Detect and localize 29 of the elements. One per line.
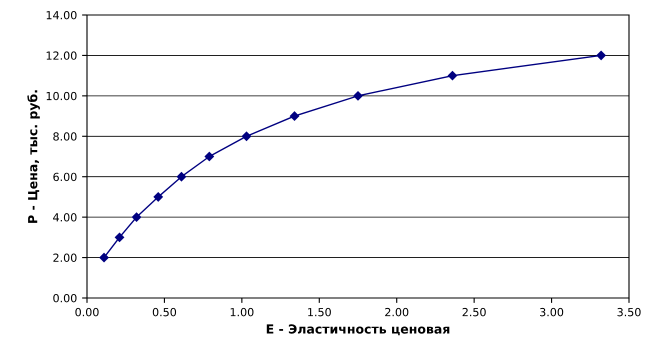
- y-tick-label: 14.00: [46, 10, 77, 20]
- x-tick-label: 0.50: [152, 308, 176, 316]
- point: [114, 232, 124, 242]
- point: [99, 252, 109, 262]
- point: [353, 91, 363, 100]
- point: [154, 192, 163, 202]
- point: [290, 111, 300, 121]
- x-tick-label: 0.00: [75, 308, 99, 316]
- y-tick-label: 2.00: [53, 254, 77, 262]
- y-tick-label: 6.00: [53, 172, 77, 182]
- x-tick-label: 2.50: [462, 308, 486, 316]
- x-axis-title: E - Эластичность ценовая: [266, 324, 450, 336]
- point: [176, 172, 186, 182]
- x-tick-label: 3.50: [617, 308, 641, 316]
- x-tick-label: 1.00: [230, 308, 254, 316]
- y-axis-title: P - Цена, тыс. руб.: [27, 90, 40, 223]
- point: [132, 212, 142, 222]
- y-tick-label: 4.00: [53, 213, 77, 222]
- x-tick-label: 2.00: [385, 308, 408, 316]
- y-tick-label: 12.00: [46, 51, 77, 60]
- point: [596, 50, 606, 60]
- point: [448, 71, 458, 80]
- point: [204, 152, 214, 162]
- y-tick-label: 10.00: [46, 92, 77, 100]
- y-tick-label: 8.00: [53, 132, 77, 141]
- x-tick-label: 3.00: [540, 308, 564, 316]
- y-tick-label: 0.00: [53, 294, 77, 302]
- point: [242, 132, 252, 141]
- x-tick-label: 1.50: [308, 308, 331, 316]
